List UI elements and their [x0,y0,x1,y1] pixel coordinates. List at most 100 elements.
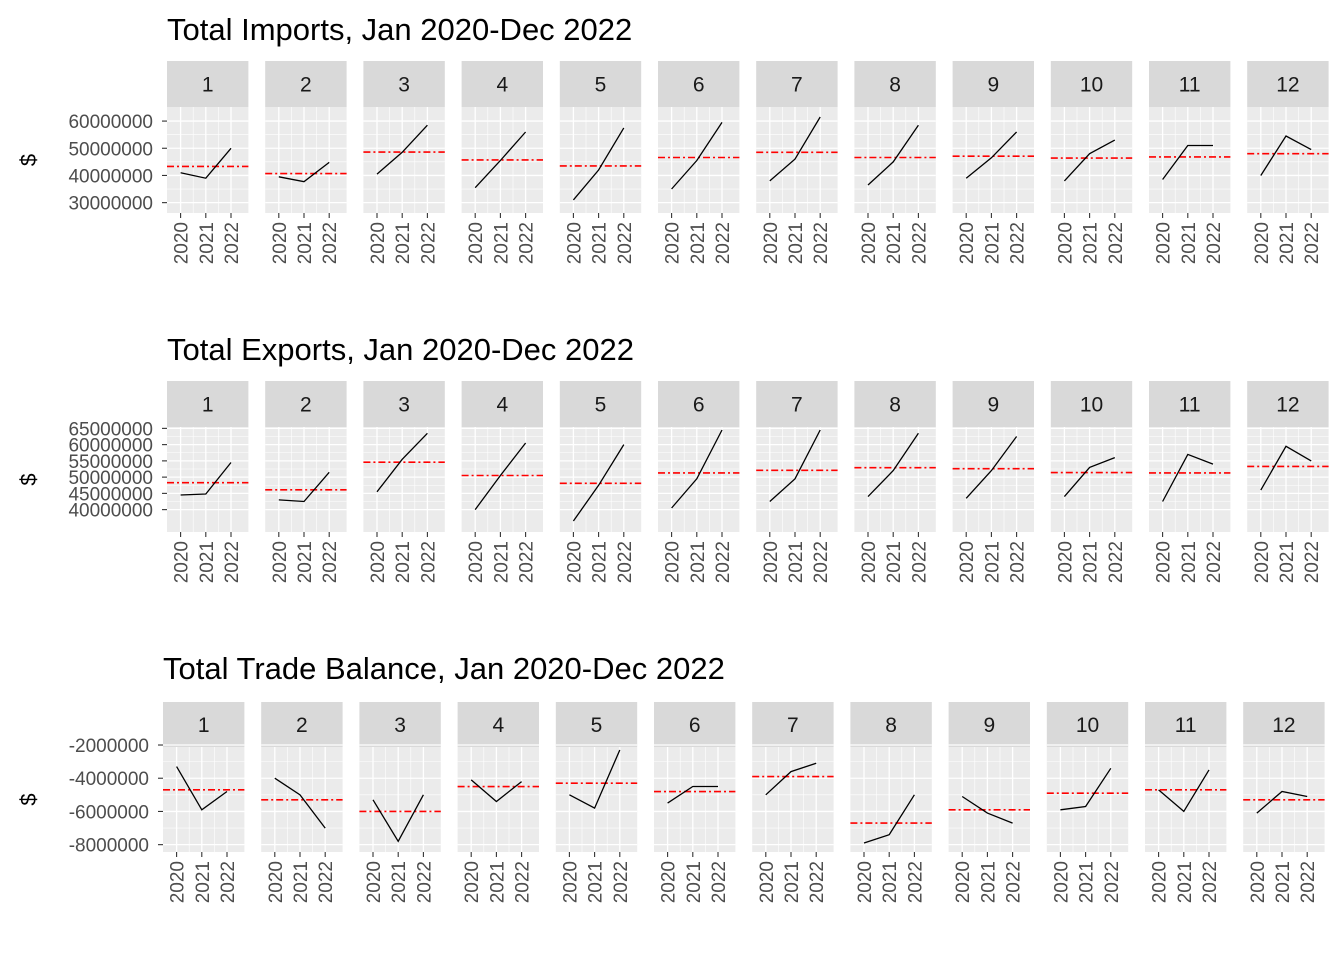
x-tick-label: 2021 [978,861,999,903]
facet-strip-label: 5 [595,74,607,97]
y-axis-label: $ [16,154,41,166]
series-line [961,795,1013,824]
x-tick-label: 2021 [193,861,214,903]
facet-strip [654,702,736,747]
facet-strip-label: 4 [496,74,508,97]
panel-background [559,107,642,213]
x-tick-label: 2022 [418,541,439,583]
series-line [376,124,428,175]
y-tick-label: 55000000 [68,452,153,473]
facet-strip [1050,381,1133,427]
series-line [569,749,621,810]
panel-background [1149,427,1231,532]
facet-strip-label: 10 [1080,74,1103,97]
x-tick-label: 2020 [462,861,483,903]
panel-background [658,427,740,532]
facet-strip-label: 1 [198,714,210,737]
facet-strip-label: 11 [1179,74,1201,97]
x-tick-label: 2021 [197,541,218,583]
series-line [372,794,424,843]
facet-strip [559,381,642,427]
panel-background [952,107,1034,213]
panel-background [555,747,638,852]
x-tick-label: 2022 [615,222,636,264]
x-tick-label: 2020 [1055,222,1076,264]
x-tick-label: 2020 [859,541,880,583]
chart-title: Total Exports, Jan 2020-Dec 2022 [167,332,634,367]
facet-strip [1247,381,1329,427]
facet-panel-6: 6 2020 2021 2022 [658,61,740,264]
x-tick-label: 2020 [1154,222,1175,264]
facet-panel-3: 3 2020 2021 2022 [359,702,441,903]
x-tick-label: 2022 [218,861,239,903]
facet-strip [559,61,642,107]
x-tick-label: 2020 [564,541,585,583]
series-line [180,462,232,496]
x-tick-label: 2022 [615,541,636,583]
facet-strip-label: 2 [300,74,312,97]
facet-strip [952,61,1034,107]
y-tick-label: 40000000 [68,501,153,522]
x-tick-label: 2020 [1055,541,1076,583]
series-line [965,436,1018,499]
facet-panel-8: 8 2020 2021 2022 [850,702,932,903]
panel-background [850,747,932,852]
y-axis-label: $ [16,793,41,805]
facet-strip-label: 4 [496,394,508,417]
x-tick-label: 2020 [270,541,291,583]
facet-strip-label: 4 [492,714,504,737]
series-line [1063,139,1116,182]
series-line [765,762,817,796]
x-tick-label: 2022 [909,222,930,264]
series-line [278,161,330,183]
panel-background [461,427,543,532]
x-tick-label: 2022 [713,222,734,264]
x-tick-label: 2020 [855,861,876,903]
x-tick-label: 2020 [1150,861,1171,903]
facet-panel-10: 10 2020 2021 2022 [1046,702,1129,903]
series-line [1256,790,1308,814]
y-tick-label: -8000000 [69,836,149,857]
x-tick-label: 2020 [953,861,974,903]
facet-strip [756,61,838,107]
series-line [867,432,919,498]
facet-strip-label: 3 [398,394,410,417]
panel-background [363,107,445,213]
x-tick-label: 2021 [1277,222,1298,264]
x-tick-label: 2020 [172,222,193,264]
x-tick-label: 2020 [1154,541,1175,583]
x-tick-label: 2020 [761,541,782,583]
panel-background [1050,107,1133,213]
series-line [176,766,228,811]
facet-strip-label: 10 [1080,394,1103,417]
facet-panel-10: 10 2020 2021 2022 [1050,61,1133,264]
facet-strip [948,702,1030,747]
series-line [274,777,326,829]
x-tick-label: 2020 [564,222,585,264]
series-line [1158,769,1210,813]
series-line [376,432,428,493]
facet-panel-12: 12 2020 2021 2022 [1243,702,1325,903]
panel-background [1050,427,1133,532]
panel-background [948,747,1030,852]
x-tick-label: 2021 [197,222,218,264]
panel-background [1247,107,1329,213]
facet-panel-8: 8 2020 2021 2022 [854,61,936,264]
y-tick-label: 45000000 [68,484,153,505]
series-line [671,122,723,190]
panel-background [756,427,838,532]
x-tick-label: 2020 [663,541,684,583]
facet-strip-label: 8 [889,394,901,417]
facet-strip [1050,61,1133,107]
facet-panel-9: 9 2020 2021 2022 [952,381,1034,583]
panel-background [359,747,441,852]
facet-strip-label: 2 [296,714,308,737]
facet-strip-label: 12 [1276,74,1299,97]
x-tick-label: 2022 [1004,861,1025,903]
facet-strip-label: 1 [202,74,214,97]
x-tick-label: 2020 [957,541,978,583]
facet-strip-label: 10 [1076,714,1099,737]
x-tick-label: 2021 [487,861,508,903]
panel-background [1247,427,1329,532]
facet-panel-7: 7 2020 2021 2022 [756,61,838,264]
